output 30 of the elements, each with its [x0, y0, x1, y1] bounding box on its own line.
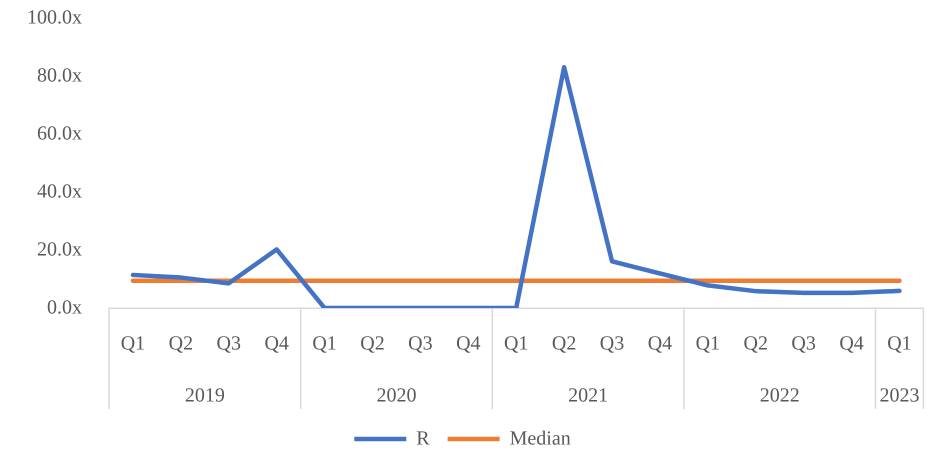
text: 2021	[568, 384, 608, 406]
y-tick-label: 100.0x	[27, 6, 82, 28]
y-tick-label: 40.0x	[37, 180, 82, 202]
x-tick-label: Q3	[216, 332, 241, 354]
x-tick-label: Q3	[408, 332, 433, 354]
x-tick-label: Q4	[264, 332, 289, 354]
y-tick-label: 80.0x	[37, 64, 82, 86]
y-tick-label: 20.0x	[37, 238, 82, 260]
x-tick-label: Q1	[504, 332, 528, 354]
x-tick-label: Q4	[456, 332, 481, 354]
text: 2019	[184, 384, 225, 406]
x-tick-label: Q3	[791, 332, 816, 354]
x-tick-label: Q4	[839, 332, 864, 354]
y-tick-label: 0.0x	[47, 296, 82, 318]
x-tick-label: Q4	[648, 332, 672, 354]
x-tick-label: Q2	[552, 332, 576, 354]
x-tick-label: Q1	[887, 332, 912, 354]
x-tick-label: Q1	[120, 332, 146, 354]
text: 2023	[879, 384, 920, 406]
legend-label: R	[416, 427, 430, 450]
x-tick-label: Q3	[600, 332, 624, 354]
x-tick-label: Q1	[696, 332, 720, 354]
x-tick-label: Q2	[744, 332, 768, 354]
x-tick-label: Q2	[168, 332, 194, 354]
text: 2020	[376, 384, 416, 406]
y-tick-label: 60.0x	[37, 122, 82, 144]
legend-label: Median	[510, 427, 571, 450]
x-tick-label: Q1	[312, 332, 337, 354]
text: 2022	[760, 384, 800, 406]
x-tick-label: Q2	[360, 332, 385, 354]
